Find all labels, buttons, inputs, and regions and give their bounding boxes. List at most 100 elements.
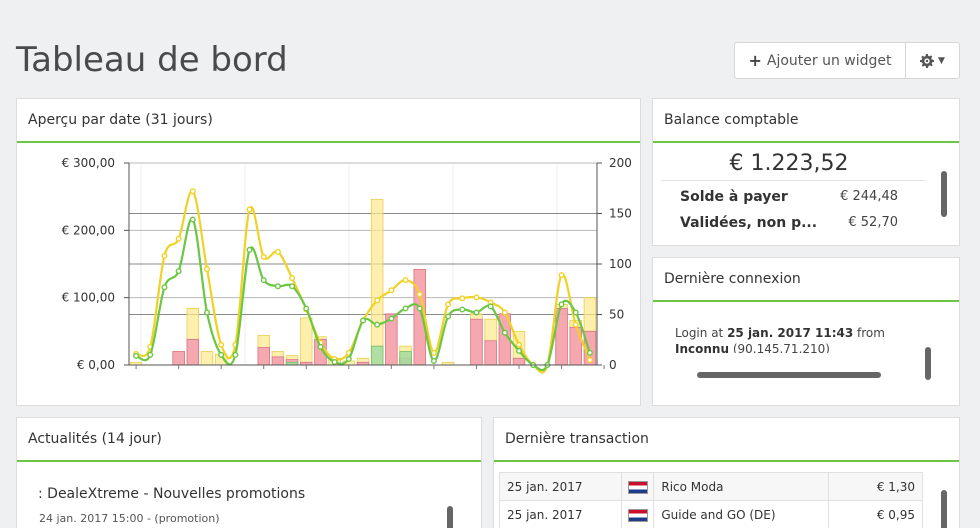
chart-point [345,355,352,362]
chart-point [331,358,338,365]
chart-point [175,235,182,242]
chart-point [572,309,579,316]
table-row[interactable]: 25 jan. 2017 Rico Moda € 1,30 [498,472,923,501]
news-item-meta: 24 jan. 2017 15:00 - (promotion) [39,512,220,525]
chart-point [586,356,593,363]
news-item-title[interactable]: : DealeXtreme - Nouvelles promotions [38,486,306,502]
chart-bar [484,340,497,366]
transactions-table: 25 jan. 2017 Rico Moda € 1,30 25 jan. 20… [498,472,923,528]
chart-point [402,305,409,312]
chart-bar [271,356,285,366]
chart-point [203,266,210,273]
news-scrollbar[interactable] [447,506,453,528]
chart-point [388,287,395,294]
transaction-date: 25 jan. 2017 [498,500,623,528]
chart-point [402,277,409,284]
chart-point [416,291,423,298]
balance-panel-title: Balance comptable [653,99,959,143]
chart-point [558,301,565,308]
chart-bar [257,347,270,366]
chart-point [516,347,523,354]
plus-icon: + [748,51,762,70]
page-title: Tableau de bord [16,40,288,80]
chart-bar [399,351,412,366]
chart-bar [172,351,185,366]
chart-point [289,275,296,282]
transaction-date: 25 jan. 2017 [498,472,623,501]
overview-panel: Aperçu par date (31 jours) € 0,00 € 100,0… [16,98,641,406]
chevron-down-icon: ▼ [938,55,945,66]
last-login-panel: Dernière connexion Login at 25 jan. 2017… [652,257,960,406]
chart-point [374,321,381,328]
balance-scrollbar[interactable] [941,171,947,217]
login-location: Inconnu [675,342,729,353]
chart-bar [470,318,483,366]
transactions-scrollbar[interactable] [941,490,947,528]
news-panel: Actualités (14 jour) : DealeXtreme - Nou… [16,417,482,528]
chart-point [260,253,267,260]
chart-point [203,309,210,316]
chart-bar [370,198,384,366]
chart-left-tick-label: € 0,00 [77,358,115,372]
news-panel-title: Actualités (14 jour) [17,418,481,462]
chart-point [289,283,296,290]
overview-chart-svg: € 0,00 € 100,00 € 200,00 € 300,00 0 50 100 150 2… [62,156,632,374]
chart-point [558,272,565,279]
chart-right-tick-label: 100 [609,257,632,271]
chart-point [274,248,281,255]
balance-row: Validées, non p... € 52,70 [680,215,898,231]
gear-icon [920,53,935,68]
overview-chart: € 0,00 € 100,00 € 200,00 € 300,00 0 50 100 150 2… [17,145,640,405]
chart-point [516,341,523,348]
nl-flag-icon [627,480,648,494]
balance-total: € 1.223,52 [729,151,849,176]
chart-left-tick-label: € 300,00 [62,156,115,170]
chart-point [416,305,423,312]
chart-point [189,188,196,195]
chart-point [246,246,253,253]
chart-point [374,297,381,304]
transactions-panel-title: Dernière transaction [494,418,959,462]
table-row[interactable]: 25 jan. 2017 Guide and GO (DE) € 0,95 [498,500,923,528]
add-widget-label: Ajouter un widget [766,52,892,69]
chart-point [246,206,253,213]
chart-point [473,294,480,301]
login-ip: (90.145.71.210) [729,342,830,353]
balance-row: Solde à payer € 244,48 [680,189,898,205]
chart-left-tick-label: € 200,00 [62,223,115,237]
balance-divider [661,180,925,181]
chart-point [501,329,508,336]
balance-row-label: Solde à payer [680,189,788,205]
last-login-hscrollbar[interactable] [697,372,881,378]
transaction-flag [621,500,655,528]
login-suffix: from [853,326,885,340]
chart-point [161,284,168,291]
chart-point [445,313,452,320]
transaction-flag [621,472,655,501]
login-date: 25 jan. 2017 11:43 [727,326,854,340]
chart-point [274,283,281,290]
chart-point [218,351,225,358]
chart-bar [300,317,313,366]
balance-row-value: € 244,48 [840,189,898,204]
chart-bar [413,268,426,366]
transactions-panel: Dernière transaction 25 jan. 2017 Rico M… [493,417,960,528]
nl-flag-icon [627,508,648,522]
transaction-amount: € 1,30 [828,472,923,501]
last-login-vscrollbar[interactable] [925,347,931,380]
add-widget-button[interactable]: + Ajouter un widget [735,43,906,78]
settings-dropdown-button[interactable]: ▼ [906,43,959,78]
transaction-name: Guide and GO (DE) [653,500,829,528]
balance-row-value: € 52,70 [848,215,898,230]
balance-panel: Balance comptable € 1.223,52 Solde à pay… [652,98,960,246]
chart-point [232,351,239,358]
chart-point [147,351,154,358]
chart-right-tick-label: 150 [609,207,632,221]
chart-right-tick-label: 50 [609,308,624,322]
chart-point [459,306,466,313]
chart-point [430,349,437,356]
chart-point [161,252,168,259]
chart-left-tick-label: € 100,00 [62,291,115,305]
header-actions: + Ajouter un widget ▼ [734,42,960,79]
chart-point [572,321,579,328]
